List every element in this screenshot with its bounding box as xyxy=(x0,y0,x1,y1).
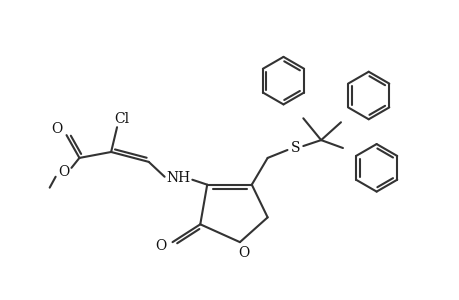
Text: O: O xyxy=(155,239,166,253)
Text: S: S xyxy=(290,141,299,155)
Text: O: O xyxy=(58,165,69,179)
Text: O: O xyxy=(51,122,62,136)
Text: NH: NH xyxy=(166,171,190,185)
Text: O: O xyxy=(238,246,249,260)
Text: Cl: Cl xyxy=(114,112,129,126)
